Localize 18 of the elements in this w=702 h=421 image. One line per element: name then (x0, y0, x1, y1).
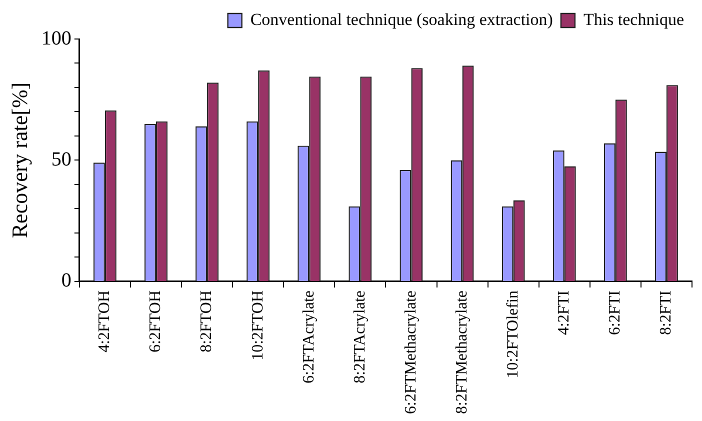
x-tick-label: 10:2FTOH (249, 290, 266, 360)
legend-label: Conventional technique (soaking extraction) (250, 10, 553, 29)
legend-label: This technique (583, 10, 684, 29)
x-tick-label: 8:2FTAcrylate (351, 290, 368, 384)
x-tick-label: 6:2FTOH (147, 290, 164, 352)
x-tick-label: 8:2FTI (658, 290, 675, 335)
y-tick-label: 50 (51, 148, 72, 170)
x-tick-label: 8:2FTMethacrylate (453, 290, 470, 414)
x-tick-label: 4:2FTI (556, 290, 573, 335)
x-tick-label: 6:2FTAcrylate (300, 290, 318, 384)
x-tick-label: 6:2FTMethacrylate (402, 290, 420, 414)
y-tick-label: 100 (41, 27, 72, 50)
y-axis-title: Recovery rate[%] (6, 82, 32, 238)
x-tick-label: 6:2FTI (606, 290, 624, 335)
x-tick-label: 10:2FTOlefin (504, 290, 522, 378)
x-tick-label: 8:2FTOH (198, 290, 216, 352)
x-tick-label: 4:2FTOH (96, 290, 114, 352)
y-tick-label: 0 (61, 270, 72, 292)
